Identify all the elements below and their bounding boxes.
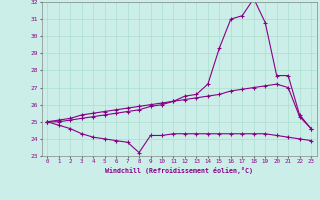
X-axis label: Windchill (Refroidissement éolien,°C): Windchill (Refroidissement éolien,°C) xyxy=(105,167,253,174)
